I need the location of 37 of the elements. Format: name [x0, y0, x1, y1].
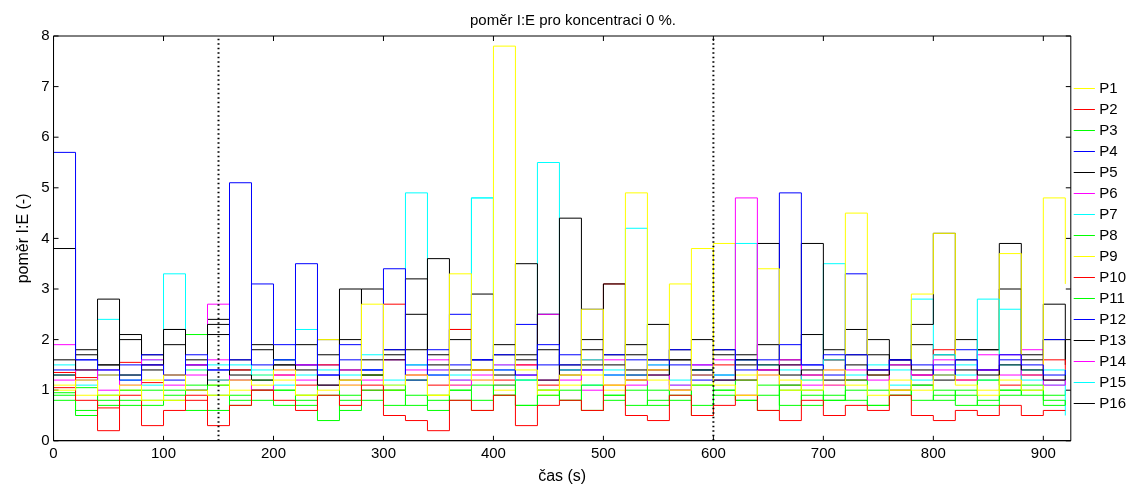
x-tick-label: 600	[700, 443, 726, 461]
legend-label: P5	[1099, 162, 1118, 180]
x-tick-label: 300	[370, 443, 396, 461]
chart-title: poměr I:E pro koncentraci 0 %.	[470, 11, 676, 29]
legend-label: P4	[1099, 141, 1118, 159]
legend-label: P16	[1099, 393, 1127, 411]
legend-label: P10	[1099, 267, 1127, 285]
legend-label: P15	[1099, 372, 1127, 390]
x-tick-label: 400	[480, 443, 506, 461]
y-tick-label: 5	[41, 177, 50, 195]
x-tick-label: 500	[590, 443, 616, 461]
y-tick-label: 3	[41, 279, 50, 297]
x-tick-label: 100	[151, 443, 177, 461]
legend-label: P13	[1099, 330, 1127, 348]
legend-label: P3	[1099, 120, 1118, 138]
x-tick-label: 900	[1030, 443, 1056, 461]
y-tick-label: 0	[41, 430, 50, 448]
legend-label: P12	[1099, 309, 1127, 327]
y-tick-label: 6	[41, 127, 50, 145]
legend-label: P6	[1099, 183, 1118, 201]
x-axis-title: čas (s)	[538, 466, 587, 484]
legend-label: P1	[1099, 78, 1118, 96]
x-tick-label: 800	[920, 443, 946, 461]
y-tick-label: 8	[41, 26, 50, 44]
legend-label: P2	[1099, 99, 1118, 117]
y-tick-label: 1	[41, 380, 50, 398]
legend-label: P9	[1099, 246, 1118, 264]
y-tick-label: 7	[41, 76, 50, 94]
legend-label: P8	[1099, 225, 1118, 243]
y-tick-label: 2	[41, 329, 50, 347]
x-tick-label: 700	[810, 443, 836, 461]
legend-label: P14	[1099, 351, 1127, 369]
y-tick-label: 4	[41, 228, 50, 246]
x-tick-label: 200	[260, 443, 287, 461]
legend-label: P11	[1099, 288, 1125, 306]
y-axis-title: poměr I:E (-)	[14, 193, 32, 284]
legend-label: P7	[1099, 204, 1118, 222]
